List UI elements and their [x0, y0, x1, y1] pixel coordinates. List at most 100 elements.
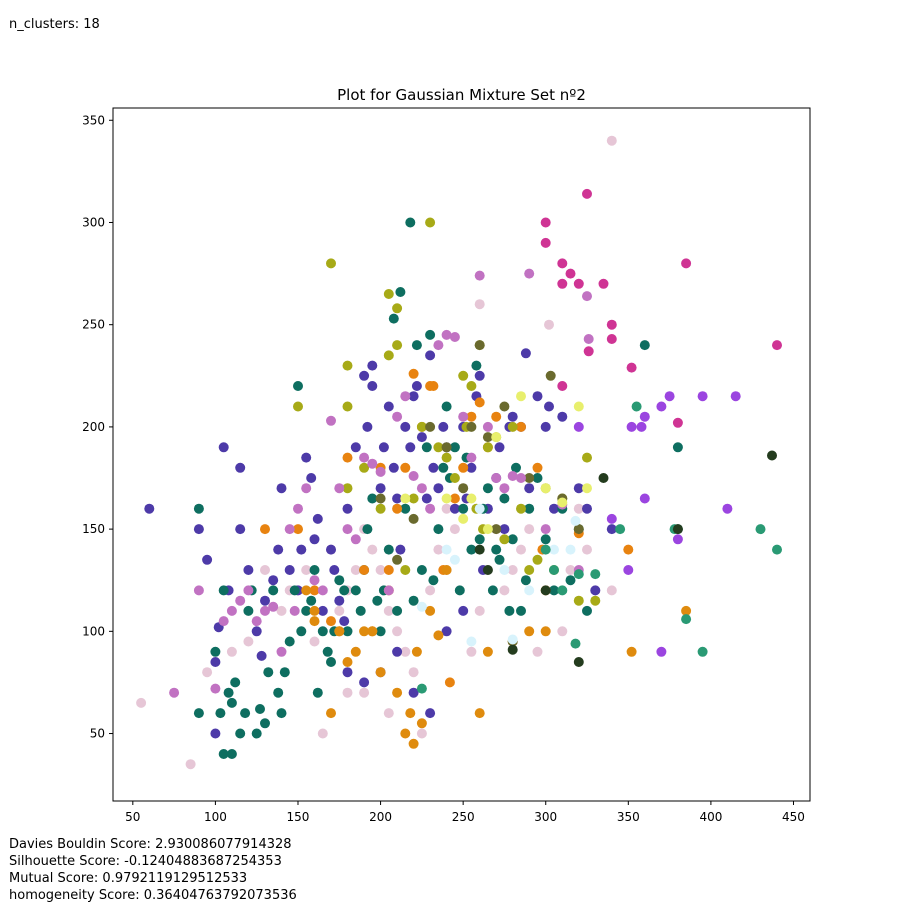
data-point: [350, 585, 361, 596]
data-point: [411, 646, 422, 657]
data-point: [317, 585, 328, 596]
data-point: [226, 697, 237, 708]
data-point: [549, 585, 559, 596]
data-point: [606, 585, 617, 596]
data-point: [524, 473, 535, 483]
data-point: [606, 135, 617, 146]
y-tick-label: 250: [82, 318, 105, 332]
data-point: [193, 585, 204, 596]
data-point: [226, 749, 237, 759]
data-point: [260, 524, 270, 535]
x-tick-label: 350: [617, 810, 640, 824]
data-point: [383, 289, 394, 299]
data-point: [544, 401, 554, 412]
data-point: [375, 626, 386, 637]
data-point: [565, 268, 576, 279]
data-point: [540, 524, 551, 535]
data-point: [441, 565, 452, 575]
data-point: [474, 397, 485, 408]
data-point: [598, 278, 609, 289]
data-point: [524, 565, 535, 575]
silhouette-score: Silhouette Score: -0.12404883687254353: [9, 854, 282, 869]
data-point: [433, 340, 444, 351]
data-point: [312, 687, 323, 698]
data-point: [309, 616, 320, 627]
data-point: [400, 421, 411, 432]
data-point: [392, 503, 403, 514]
data-point: [260, 718, 270, 729]
data-point: [306, 595, 317, 606]
data-point: [243, 565, 254, 575]
data-point: [342, 626, 353, 637]
data-point: [421, 442, 432, 453]
data-point: [279, 667, 290, 678]
data-point: [392, 605, 403, 616]
data-point: [395, 287, 406, 297]
data-point: [405, 442, 416, 453]
data-point: [296, 626, 307, 637]
data-point: [433, 483, 444, 494]
data-point: [425, 421, 436, 432]
data-point: [359, 370, 370, 381]
data-point: [342, 667, 353, 678]
data-point: [532, 462, 543, 473]
data-point: [375, 493, 386, 504]
data-point: [474, 270, 485, 281]
data-point: [458, 411, 469, 422]
data-point: [367, 381, 378, 391]
data-point: [540, 626, 551, 637]
data-point: [557, 626, 568, 637]
data-point: [573, 421, 584, 432]
data-point: [301, 483, 312, 494]
data-point: [309, 605, 320, 616]
data-point: [507, 565, 518, 575]
data-point: [372, 595, 383, 606]
data-point: [565, 565, 576, 575]
data-point: [540, 421, 551, 432]
data-point: [466, 462, 477, 473]
data-point: [400, 646, 411, 657]
data-point: [251, 616, 262, 627]
data-point: [626, 362, 637, 373]
x-tick-label: 100: [204, 810, 227, 824]
data-point: [499, 401, 510, 412]
chart-title: Plot for Gaussian Mixture Set nº2: [337, 86, 586, 104]
data-point: [405, 217, 416, 228]
data-point: [425, 503, 436, 514]
data-point: [449, 493, 460, 504]
data-point: [573, 524, 584, 535]
data-point: [251, 728, 262, 739]
data-point: [309, 636, 320, 647]
data-point: [359, 462, 370, 473]
x-tick-label: 400: [699, 810, 722, 824]
data-point: [350, 442, 361, 453]
data-point: [499, 534, 510, 545]
data-point: [428, 462, 439, 473]
data-point: [243, 636, 254, 647]
data-point: [606, 334, 617, 344]
data-point: [428, 575, 439, 586]
data-point: [623, 565, 634, 575]
data-point: [342, 687, 353, 698]
data-point: [573, 483, 584, 494]
x-tick-label: 450: [782, 810, 805, 824]
data-point: [425, 217, 436, 228]
data-point: [672, 534, 683, 545]
data-point: [474, 534, 485, 545]
data-point: [359, 565, 370, 575]
data-point: [482, 524, 493, 535]
data-point: [202, 554, 213, 565]
data-point: [416, 565, 427, 575]
data-point: [326, 616, 336, 627]
data-point: [342, 401, 353, 412]
data-point: [392, 303, 403, 314]
data-point: [284, 636, 295, 647]
data-point: [524, 268, 535, 279]
data-point: [416, 683, 427, 694]
data-point: [507, 634, 518, 645]
data-point: [474, 299, 485, 310]
x-tick-label: 300: [534, 810, 557, 824]
mutual-score: Mutual Score: 0.9792119129512533: [9, 871, 248, 886]
data-point: [524, 524, 535, 535]
data-point: [454, 585, 465, 596]
